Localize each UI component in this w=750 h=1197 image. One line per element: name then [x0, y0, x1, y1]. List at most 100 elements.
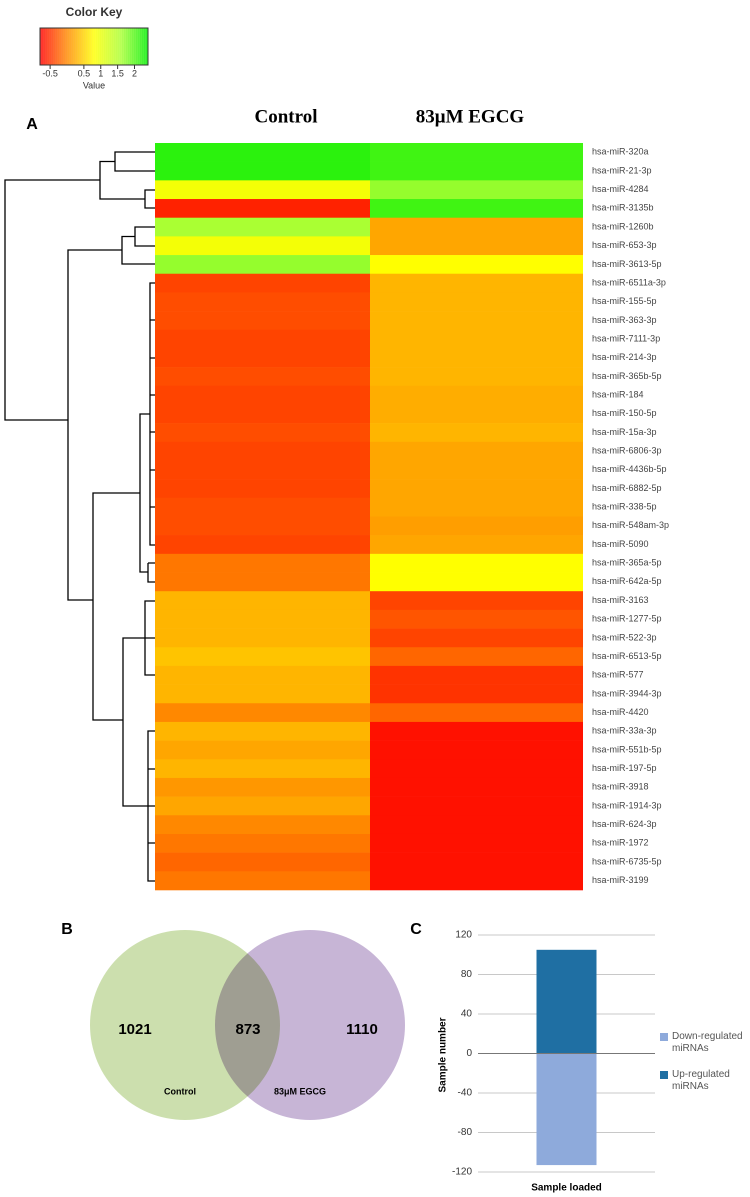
heat-cell: [370, 479, 583, 499]
row-label: hsa-miR-4436b-5p: [592, 464, 667, 474]
row-label: hsa-miR-1972: [592, 838, 649, 848]
row-label: hsa-miR-577: [592, 670, 644, 680]
heat-cell: [370, 721, 583, 741]
venn-count: 1021: [118, 1021, 151, 1038]
row-label: hsa-miR-551b-5p: [592, 744, 662, 754]
key-swatch: [118, 28, 121, 65]
heat-cell: [370, 217, 583, 237]
heat-cell: [155, 404, 370, 424]
key-swatch: [76, 28, 79, 65]
key-swatch: [98, 28, 101, 65]
column-header: Control: [255, 106, 318, 127]
key-swatch: [82, 28, 85, 65]
heat-cell: [370, 311, 583, 331]
row-label: hsa-miR-5090: [592, 539, 649, 549]
heat-cell: [155, 777, 370, 797]
key-swatch: [146, 28, 149, 65]
key-swatch: [42, 28, 45, 65]
y-tick-label: -120: [452, 1167, 472, 1178]
heat-cell: [370, 815, 583, 835]
key-swatch: [50, 28, 53, 65]
heat-cell: [370, 497, 583, 517]
key-swatch: [40, 28, 43, 65]
heat-cell: [155, 311, 370, 331]
heat-cell: [370, 180, 583, 200]
venn-set-label: 83μM EGCG: [274, 1086, 326, 1096]
row-label: hsa-miR-33a-3p: [592, 726, 657, 736]
heat-cell: [155, 628, 370, 648]
key-tick-label: 2: [132, 68, 137, 78]
key-swatch: [80, 28, 83, 65]
row-label: hsa-miR-3944-3p: [592, 688, 662, 698]
key-swatch: [68, 28, 71, 65]
heat-cell: [155, 441, 370, 461]
x-tick-label: Sample loaded: [531, 1183, 602, 1194]
row-label: hsa-miR-365b-5p: [592, 371, 662, 381]
heat-cell: [155, 497, 370, 517]
row-label: hsa-miR-1914-3p: [592, 800, 662, 810]
key-swatch: [132, 28, 135, 65]
row-label: hsa-miR-1260b: [592, 221, 654, 231]
panel-label: C: [410, 921, 422, 938]
heat-cell: [370, 572, 583, 592]
row-label: hsa-miR-150-5p: [592, 408, 657, 418]
row-label: hsa-miR-6735-5p: [592, 856, 662, 866]
key-swatch: [96, 28, 99, 65]
key-swatch: [94, 28, 97, 65]
row-label: hsa-miR-642a-5p: [592, 576, 662, 586]
heat-cell: [370, 273, 583, 293]
row-label: hsa-miR-6513-5p: [592, 651, 662, 661]
y-tick-label: 40: [461, 1009, 473, 1020]
heat-cell: [370, 199, 583, 218]
key-tick-label: 0.5: [78, 68, 91, 78]
heat-cell: [155, 852, 370, 872]
row-label: hsa-miR-624-3p: [592, 819, 657, 829]
heat-cell: [370, 777, 583, 797]
heat-cell: [155, 759, 370, 779]
key-tick-label: -0.5: [42, 68, 58, 78]
row-label: hsa-miR-3199: [592, 875, 649, 885]
row-label: hsa-miR-4284: [592, 184, 649, 194]
key-swatch: [144, 28, 147, 65]
key-swatch: [126, 28, 129, 65]
heat-cell: [155, 460, 370, 480]
key-title: Color Key: [66, 5, 123, 19]
row-label: hsa-miR-3918: [592, 782, 649, 792]
heat-cell: [370, 628, 583, 648]
key-swatch: [84, 28, 87, 65]
heat-cell: [155, 572, 370, 592]
row-label: hsa-miR-21-3p: [592, 165, 652, 175]
row-label: hsa-miR-6806-3p: [592, 446, 662, 456]
key-swatch: [62, 28, 65, 65]
key-swatch: [86, 28, 89, 65]
key-swatch: [138, 28, 141, 65]
row-label: hsa-miR-653-3p: [592, 240, 657, 250]
panel-label: B: [61, 921, 73, 938]
legend-swatch: [660, 1033, 668, 1041]
key-tick-label: 1: [98, 68, 103, 78]
heat-cell: [155, 273, 370, 293]
legend-label: Up-regulated miRNAs: [672, 1069, 730, 1092]
venn-count: 1110: [346, 1021, 378, 1038]
row-label: hsa-miR-6882-5p: [592, 483, 662, 493]
key-swatch: [136, 28, 139, 65]
heat-cell: [370, 553, 583, 573]
heat-cell: [370, 255, 583, 275]
row-label: hsa-miR-7111-3p: [592, 333, 660, 343]
heat-cell: [370, 665, 583, 685]
heat-cell: [370, 329, 583, 349]
heat-cell: [155, 180, 370, 200]
key-swatch: [110, 28, 113, 65]
heat-cell: [370, 367, 583, 387]
row-label: hsa-miR-15a-3p: [592, 427, 657, 437]
venn-circle: [215, 930, 405, 1120]
key-swatch: [58, 28, 61, 65]
heat-cell: [155, 236, 370, 256]
heat-cell: [155, 871, 370, 891]
heat-cell: [370, 871, 583, 891]
row-label: hsa-miR-320a: [592, 147, 649, 157]
key-swatch: [120, 28, 123, 65]
dendrogram: [4, 151, 155, 882]
heat-cell: [370, 404, 583, 424]
